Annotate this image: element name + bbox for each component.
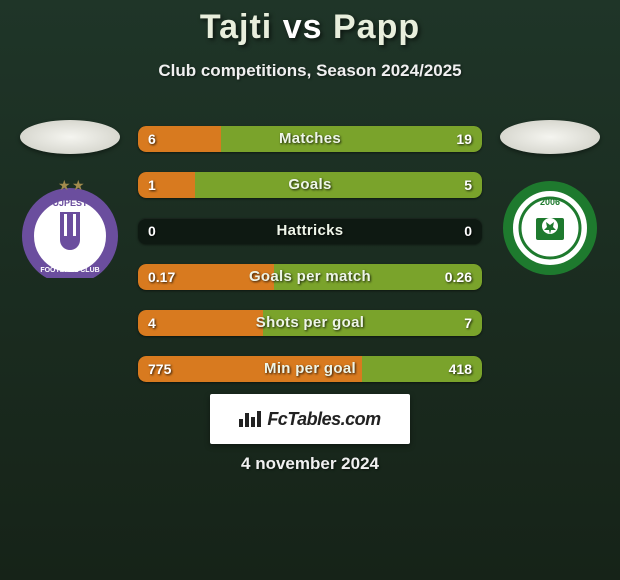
stat-label: Goals per match [138,264,482,290]
branding-badge: FcTables.com [210,394,410,444]
svg-text:★: ★ [58,178,71,193]
svg-text:2006: 2006 [540,197,560,207]
disc-shadow-icon [20,120,120,154]
paks-crest-icon: 2006 [500,178,600,278]
stat-value-left: 4 [148,310,156,336]
svg-text:★: ★ [72,178,85,193]
disc-shadow-icon [500,120,600,154]
stat-value-left: 775 [148,356,171,382]
stat-row: Matches6 19 [138,126,482,152]
stat-row: Goals1 5 [138,172,482,198]
stat-value-left: 1 [148,172,156,198]
stat-value-left: 6 [148,126,156,152]
ujpest-crest-icon: UJPEST FOOTBALL CLUB ★ ★ [20,178,120,278]
player-right-name: Papp [333,8,420,46]
player-left-name: Tajti [200,8,272,46]
comparison-infographic: Tajti vs Papp Club competitions, Season … [0,0,620,580]
stat-label: Hattricks [138,218,482,244]
subtitle: Club competitions, Season 2024/2025 [0,61,620,81]
date-text: 4 november 2024 [0,454,620,474]
page-title: Tajti vs Papp [200,8,420,46]
vs-text: vs [283,8,323,46]
stat-value-right: 418 [449,356,472,382]
stat-row: Hattricks0 0 [138,218,482,244]
title-row: Tajti vs Papp [0,0,620,47]
right-player-column: 2006 [490,120,610,278]
svg-text:UJPEST: UJPEST [52,198,88,208]
stat-label: Min per goal [138,356,482,382]
stat-label: Matches [138,126,482,152]
branding-text: FcTables.com [267,409,380,430]
left-player-column: UJPEST FOOTBALL CLUB ★ ★ [10,120,130,278]
stat-label: Goals [138,172,482,198]
stat-label: Shots per goal [138,310,482,336]
stat-row: Goals per match0.17 0.26 [138,264,482,290]
stat-value-right: 0 [464,218,472,244]
stat-value-right: 5 [464,172,472,198]
stat-value-left: 0.17 [148,264,175,290]
stat-value-left: 0 [148,218,156,244]
svg-text:FOOTBALL CLUB: FOOTBALL CLUB [40,267,99,274]
bars-icon [239,411,261,427]
stat-value-right: 7 [464,310,472,336]
stat-row: Min per goal775 418 [138,356,482,382]
stat-row: Shots per goal4 7 [138,310,482,336]
stat-value-right: 19 [456,126,472,152]
stat-value-right: 0.26 [445,264,472,290]
stats-table: Matches6 19 Goals1 5 Hattricks0 0 Goals per ma… [138,126,482,402]
